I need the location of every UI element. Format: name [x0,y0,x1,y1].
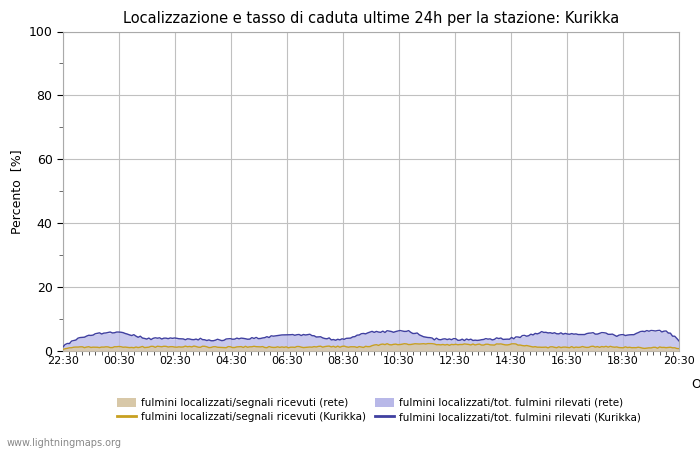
Title: Localizzazione e tasso di caduta ultime 24h per la stazione: Kurikka: Localizzazione e tasso di caduta ultime … [123,11,619,26]
Text: www.lightningmaps.org: www.lightningmaps.org [7,438,122,448]
Text: Orario: Orario [692,378,700,391]
Y-axis label: Percento  [%]: Percento [%] [10,149,23,234]
Legend: fulmini localizzati/segnali ricevuti (rete), fulmini localizzati/segnali ricevut: fulmini localizzati/segnali ricevuti (re… [118,398,640,423]
